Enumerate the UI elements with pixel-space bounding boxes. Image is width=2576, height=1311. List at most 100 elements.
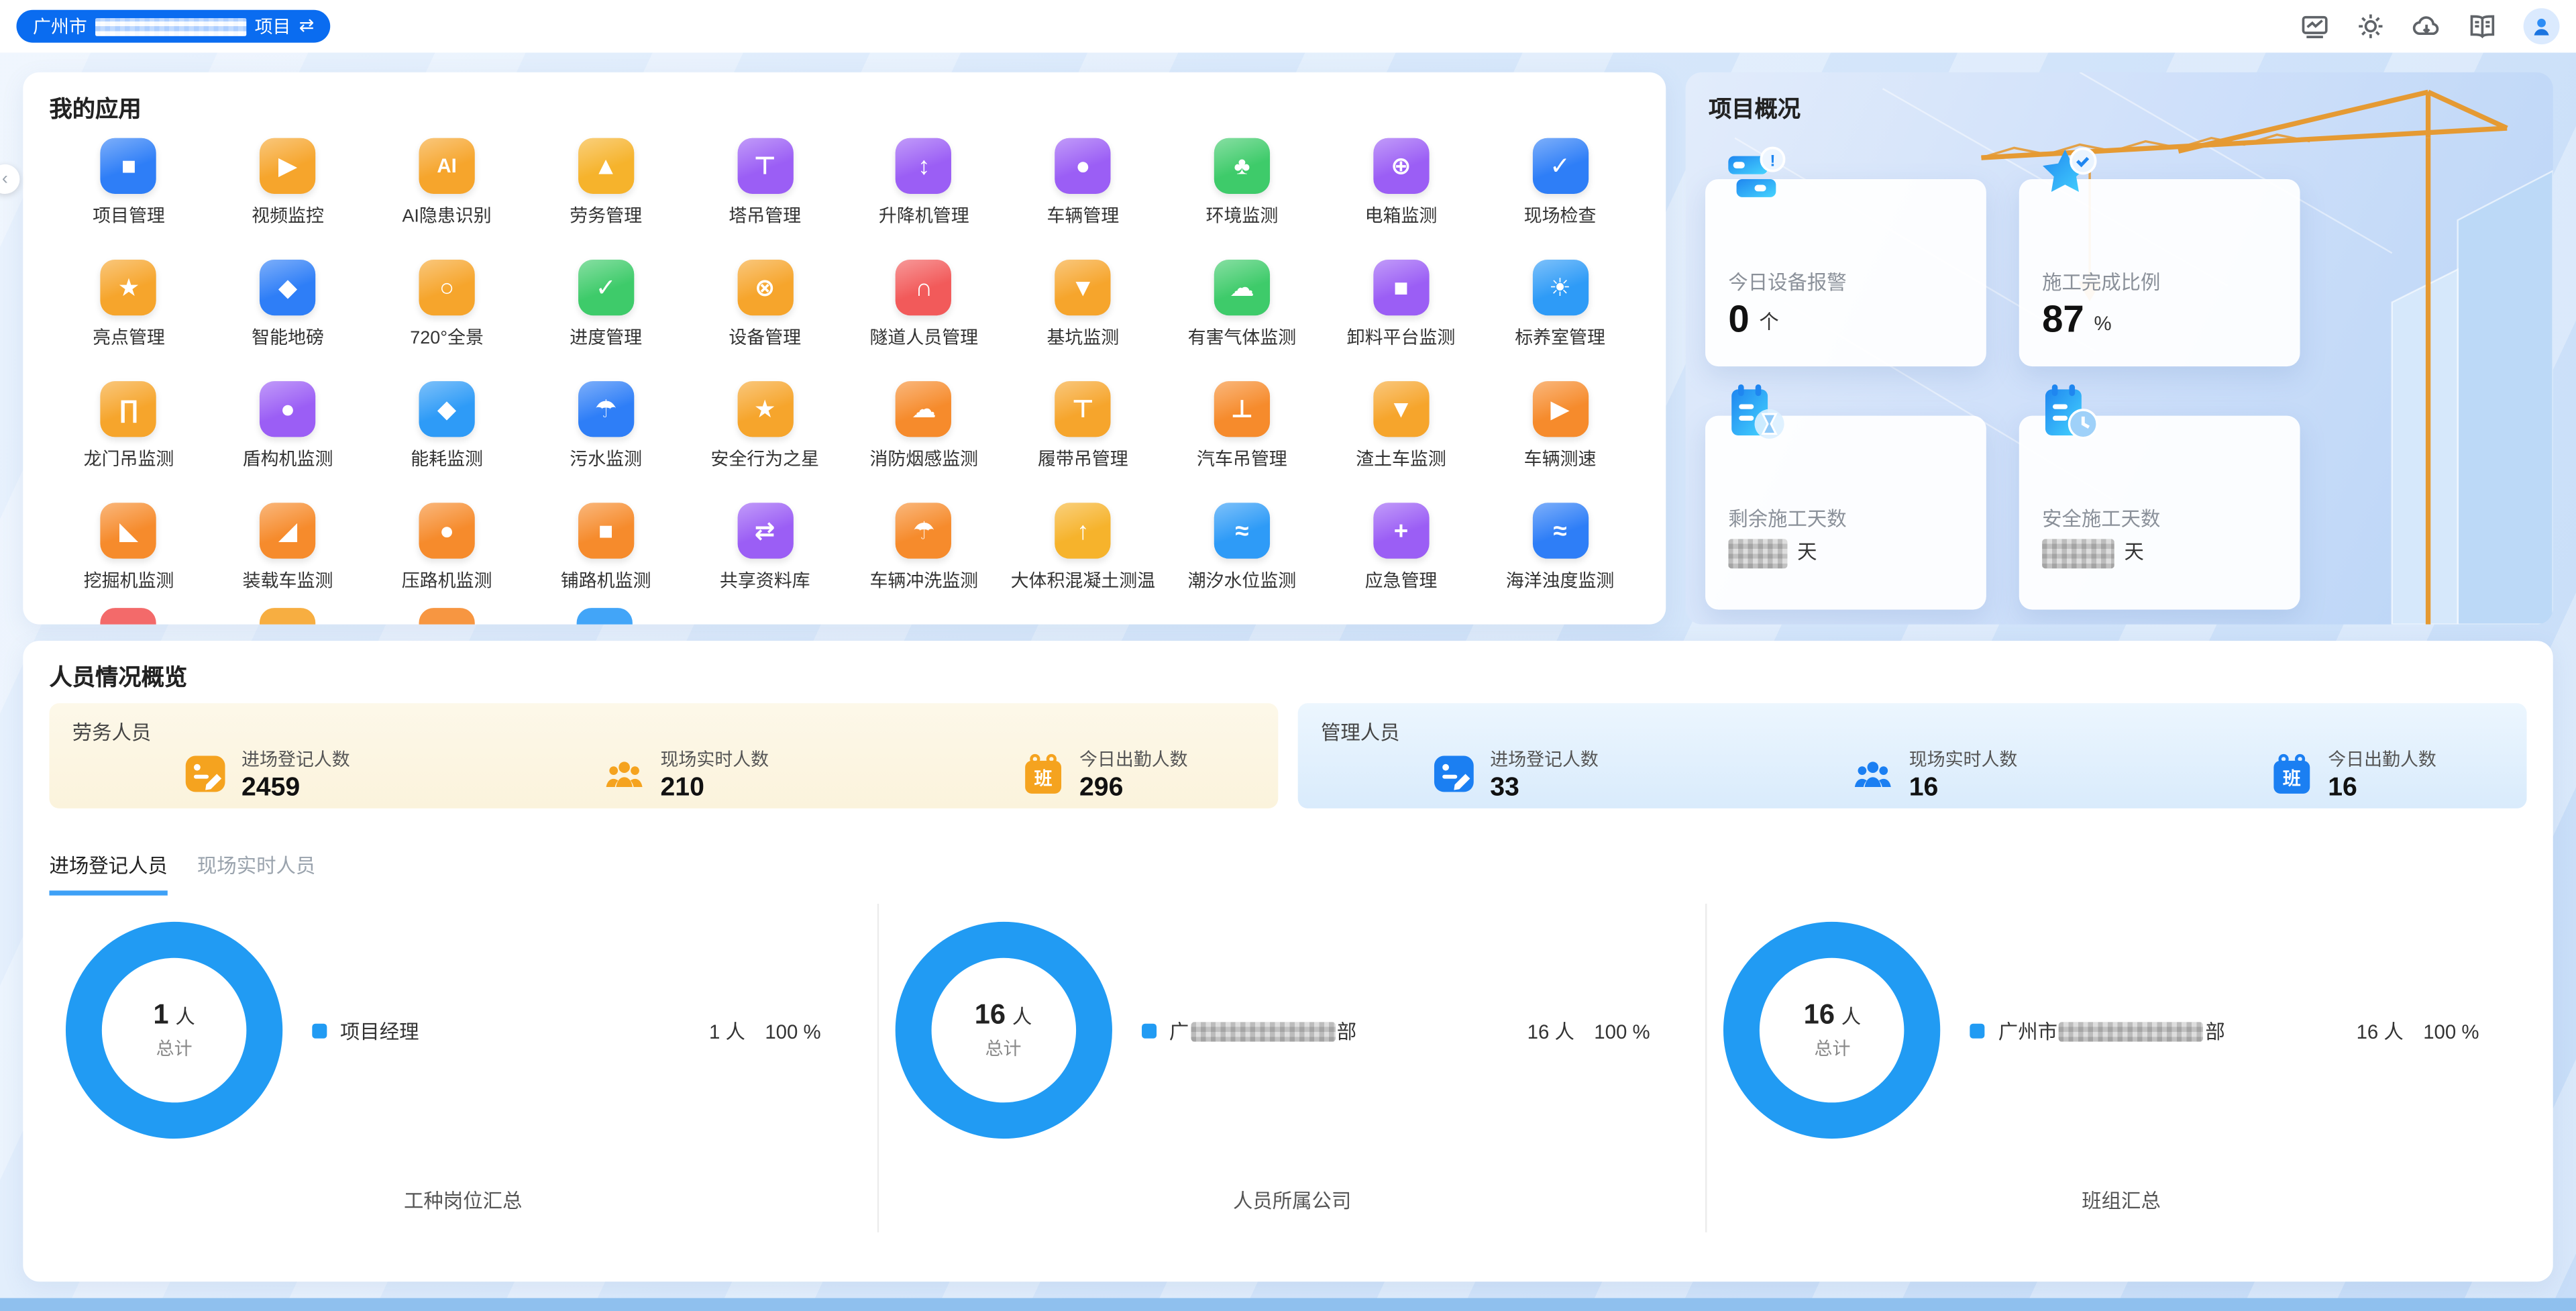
app-item[interactable]: ⊥ 汽车吊管理 [1163, 381, 1322, 481]
donut-center-line: 16 人 [975, 999, 1032, 1032]
app-icon-glyph: ≈ [1235, 517, 1249, 545]
app-item[interactable]: ⇄ 共享资料库 [686, 503, 845, 602]
app-icon-glyph: ■ [598, 517, 614, 545]
app-label: 海洋浊度监测 [1505, 572, 1615, 592]
app-item[interactable]: ★ 安全行为之星 [686, 381, 845, 481]
personnel-stat-text: 今日出勤人数 16 [2328, 746, 2436, 803]
legend-name-prefix: 广州市 [1998, 1020, 2058, 1044]
app-label: 智能地磅 [252, 328, 324, 349]
cloud-download-icon[interactable] [2412, 11, 2441, 41]
app-item[interactable]: ∩ 隧道人员管理 [845, 259, 1004, 360]
personnel-stat-value: 296 [1079, 774, 1124, 802]
manual-book-icon[interactable] [2467, 11, 2497, 41]
app-item[interactable]: ◆ 能耗监测 [368, 381, 527, 481]
app-icon: ⊕ [1373, 138, 1430, 194]
app-icon-glyph: ○ [439, 273, 455, 302]
app-item[interactable]: ✓ 进度管理 [527, 259, 686, 360]
app-item[interactable]: ⊤ 塔吊管理 [686, 138, 845, 238]
app-item[interactable]: ☁ 有害气体监测 [1163, 259, 1322, 360]
app-item[interactable]: ☂ 车辆冲洗监测 [845, 503, 1004, 602]
app-item[interactable]: ● 压路机监测 [368, 503, 527, 602]
app-icon-glyph: ▼ [1071, 273, 1095, 302]
app-item[interactable]: ● 车辆管理 [1004, 138, 1163, 238]
app-item[interactable]: ◆ 智能地磅 [209, 259, 368, 360]
app-label: 消防烟感监测 [869, 450, 979, 470]
app-icon: ≈ [1214, 503, 1271, 559]
settings-gear-icon[interactable] [2356, 11, 2385, 41]
app-item[interactable]: ⊤ 履带吊管理 [1004, 381, 1163, 481]
app-icon-glyph: ⇄ [754, 517, 775, 546]
app-item[interactable]: ≈ 潮汐水位监测 [1163, 503, 1322, 602]
personnel-group-name: 管理人员 [1320, 721, 1400, 745]
app-item[interactable]: ■ 铺路机监测 [527, 503, 686, 602]
app-item[interactable]: ✓ 现场检查 [1481, 138, 1640, 238]
project-switcher-pill[interactable]: 广州市 项目 ⇄ [16, 9, 331, 43]
construction-illustration [1734, 72, 2553, 625]
project-swap-icon[interactable]: ⇄ [299, 15, 315, 36]
calendar-clock-icon [2045, 384, 2098, 439]
project-name-prefix: 广州市 [32, 17, 87, 38]
app-icon-glyph: ■ [1393, 273, 1409, 302]
legend-series-name: 项目经理 [339, 1020, 419, 1044]
people-icon [1854, 762, 1891, 788]
app-item[interactable]: ○ 720°全景 [368, 259, 527, 360]
donut-ring: 1 人总计 [65, 921, 283, 1139]
app-item[interactable]: ● 盾构机监测 [209, 381, 368, 481]
tab-active[interactable]: 进场登记人员 [49, 851, 168, 896]
app-item[interactable]: ◢ 装载车监测 [209, 503, 368, 602]
app-item[interactable]: + 应急管理 [1322, 503, 1481, 602]
donut-total-label: 总计 [985, 1040, 1022, 1060]
monitor-icon[interactable] [2300, 11, 2330, 41]
app-item[interactable]: ■ 项目管理 [49, 138, 208, 238]
donut-legend-row[interactable]: 项目经理 1 人 100 % [312, 1017, 821, 1045]
chart-caption: 人员所属公司 [1232, 1190, 1352, 1213]
app-item[interactable]: ≈ 海洋浊度监测 [1481, 503, 1640, 602]
app-item[interactable]: ☂ 污水监测 [527, 381, 686, 481]
app-item[interactable]: ▶ 视频监控 [209, 138, 368, 238]
app-item[interactable]: ■ 卸料平台监测 [1322, 259, 1481, 360]
stat-label: 剩余施工天数 [1728, 507, 1847, 531]
personnel-charts-row: 1 人总计 项目经理 1 人 100 % 工种岗位汇总 16 人总计广部 16 人 100 %… [49, 903, 2534, 1233]
tab-inactive[interactable]: 现场实时人员 [197, 854, 316, 878]
app-icon-glyph: ∏ [118, 395, 140, 423]
app-item[interactable]: ⊗ 设备管理 [686, 259, 845, 360]
app-item[interactable]: ↕ 升降机管理 [845, 138, 1004, 238]
app-icon-glyph: ◆ [437, 396, 457, 424]
legend-name-suffix: 部 [2205, 1020, 2225, 1044]
app-icon-glyph: ♣ [1234, 152, 1250, 180]
stat-card-safe-days[interactable]: 安全施工天数 天 [2019, 384, 2300, 610]
app-item[interactable]: ☀ 标养室管理 [1481, 259, 1640, 360]
app-item[interactable]: ▼ 渣土车监测 [1322, 381, 1481, 481]
app-item[interactable]: ⊕ 电箱监测 [1322, 138, 1481, 238]
app-label: 劳务管理 [570, 207, 643, 227]
app-icon-glyph: ◢ [278, 517, 298, 546]
personnel-stat: 进场登记人数 2459 [184, 746, 350, 803]
app-item[interactable]: ▲ 劳务管理 [527, 138, 686, 238]
app-item[interactable]: AI AI隐患识别 [368, 138, 527, 238]
app-label: 亮点管理 [93, 328, 165, 349]
app-item[interactable]: ∏ 龙门吊监测 [49, 381, 208, 481]
donut-legend-row[interactable]: 广部 16 人 100 % [1141, 1017, 1650, 1045]
app-item[interactable]: ↑ 大体积混凝土测温 [1004, 503, 1163, 602]
app-label: 污水监测 [570, 450, 643, 470]
app-item[interactable]: ★ 亮点管理 [49, 259, 208, 360]
stat-card-completion[interactable]: 施工完成比例 87% [2019, 147, 2300, 367]
app-label: AI隐患识别 [402, 207, 492, 227]
app-icon: ∏ [101, 381, 157, 437]
app-item[interactable]: ♣ 环境监测 [1163, 138, 1322, 238]
donut-legend-row[interactable]: 广州市 部 16 人 100 % [1970, 1017, 2479, 1045]
donut-ring: 16 人总计 [1723, 921, 1941, 1139]
app-item[interactable]: ☁ 消防烟感监测 [845, 381, 1004, 481]
stat-value-masked [1728, 539, 1788, 569]
stat-card-remaining-days[interactable]: 剩余施工天数 天 [1705, 384, 1986, 610]
app-label: 盾构机监测 [242, 450, 333, 470]
app-label: 装载车监测 [242, 572, 333, 592]
top-bar-actions [2300, 0, 2560, 52]
app-item[interactable]: ▼ 基坑监测 [1004, 259, 1163, 360]
app-item[interactable]: ◣ 挖掘机监测 [49, 503, 208, 602]
app-item[interactable]: ▶ 车辆测速 [1481, 381, 1640, 481]
user-avatar[interactable] [2523, 8, 2560, 45]
app-icon-clipped [418, 608, 474, 625]
